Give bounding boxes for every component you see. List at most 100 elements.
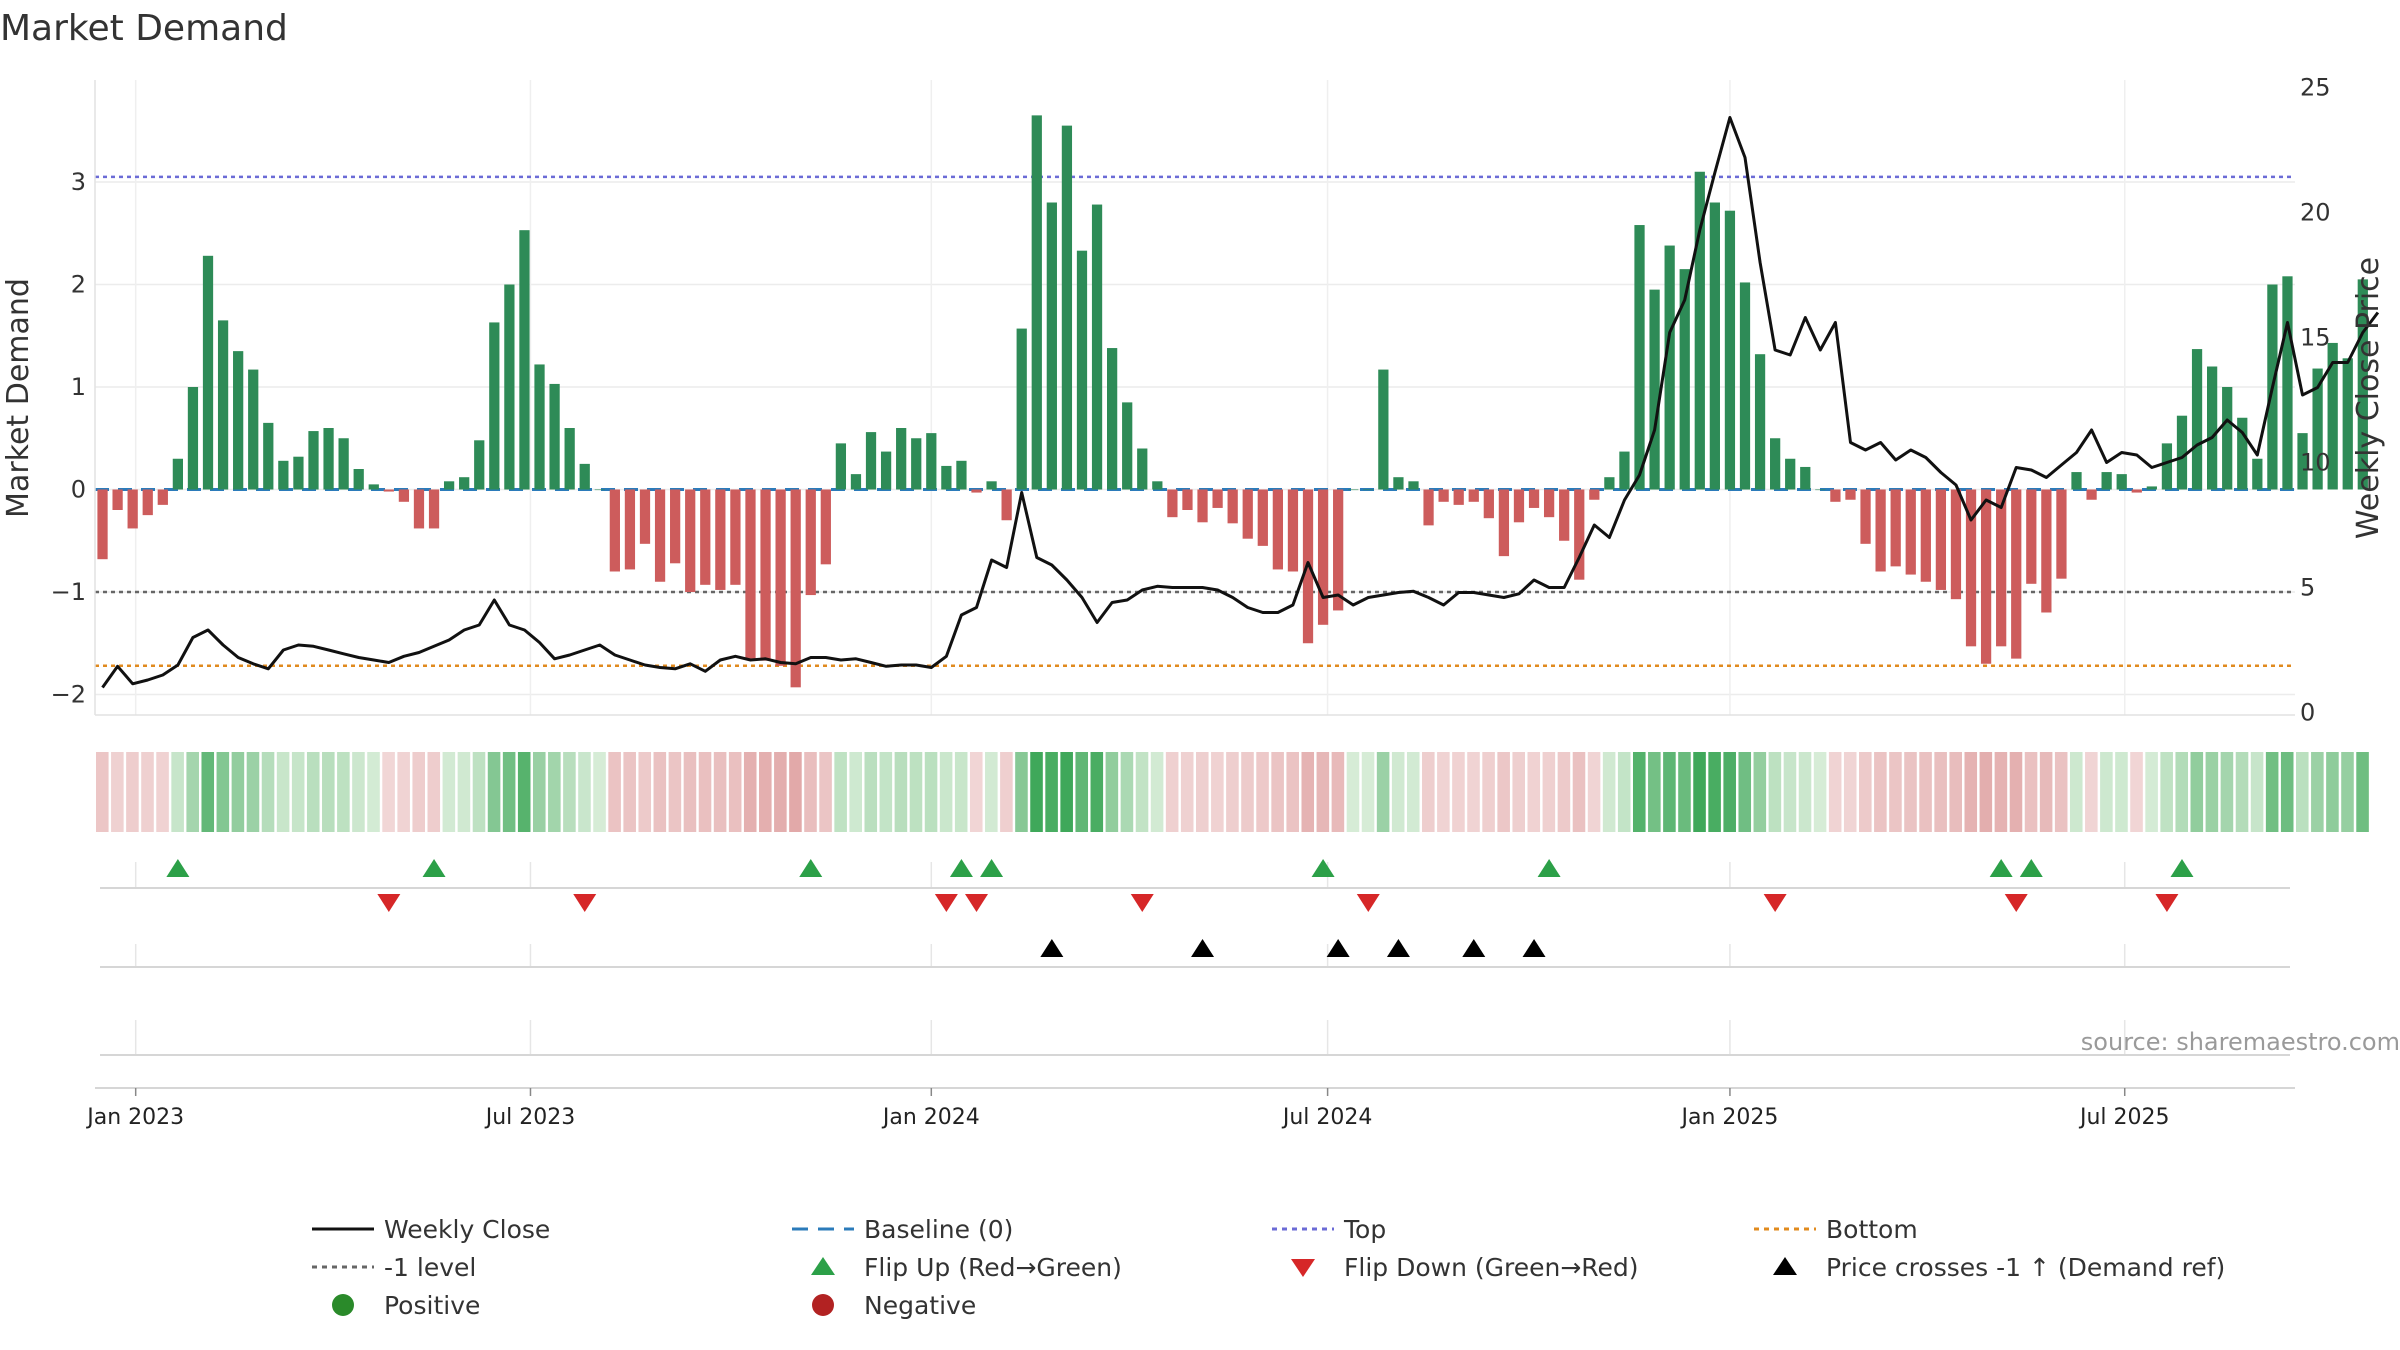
heat-cell	[969, 752, 983, 832]
legend-swatch	[812, 1294, 834, 1316]
legend-swatch	[332, 1294, 354, 1316]
demand-bar	[1016, 328, 1027, 490]
demand-bar	[504, 284, 515, 490]
demand-bar	[685, 489, 696, 592]
demand-bar	[1393, 477, 1404, 490]
level-lines	[95, 175, 2295, 668]
demand-bar	[1920, 489, 1931, 582]
heat-cell	[743, 752, 757, 832]
heat-cell	[608, 752, 621, 832]
heat-cell	[548, 752, 561, 832]
demand-bar	[2327, 342, 2338, 490]
y-tick-left: −1	[51, 578, 86, 606]
heat-cell	[352, 752, 365, 832]
demand-bar	[187, 387, 199, 490]
demand-bar	[413, 489, 425, 529]
demand-bar	[564, 428, 575, 490]
y-tick-left: −2	[51, 681, 86, 709]
heat-cell	[623, 752, 636, 832]
demand-bar	[880, 451, 892, 490]
flip-up-marker	[949, 859, 973, 877]
demand-bar	[1137, 448, 1148, 490]
demand-bar	[1709, 202, 1720, 490]
demand-bar	[2071, 472, 2082, 490]
heat-cell	[1512, 752, 1526, 832]
demand-bar	[1091, 204, 1103, 490]
heat-cell	[1587, 752, 1601, 832]
price-cross-marker	[1191, 939, 1215, 957]
heat-cell	[879, 752, 893, 832]
heat-cell	[1723, 752, 1736, 832]
demand-bar	[233, 351, 244, 490]
heat-cell	[397, 752, 410, 832]
heat-cell	[759, 752, 772, 832]
demand-bar	[700, 489, 711, 585]
legend-item: Flip Down (Green→Red)	[1291, 1253, 1639, 1282]
heat-cell	[1271, 752, 1284, 832]
price-cross-marker	[1522, 939, 1546, 957]
heat-cell	[638, 752, 652, 832]
heat-cell	[1406, 752, 1420, 832]
heat-cell	[1105, 752, 1119, 832]
heat-cell	[1422, 752, 1435, 832]
demand-bar	[1122, 402, 1133, 490]
demand-bar	[1031, 115, 1042, 490]
weekly-close-line	[101, 116, 2380, 689]
legend-item: -1 level	[312, 1253, 476, 1282]
demand-bar	[1363, 489, 1374, 491]
y-tick-right: 20	[2300, 199, 2331, 227]
demand-bar	[1348, 489, 1359, 491]
heat-cell	[367, 752, 380, 832]
demand-bar	[443, 481, 455, 490]
demand-bar	[1770, 438, 1781, 490]
heat-cell	[1768, 752, 1782, 832]
heat-cell	[1376, 752, 1390, 832]
demand-bar	[745, 489, 756, 659]
y-tick-right: 10	[2300, 449, 2331, 477]
y-tick-left: 3	[71, 168, 86, 196]
chart-title: Market Demand	[0, 8, 288, 49]
demand-bar	[2011, 489, 2022, 659]
heat-cell	[1693, 752, 1706, 832]
heat-cell	[2100, 752, 2113, 832]
heat-cell	[186, 752, 199, 832]
heat-cell	[2145, 752, 2158, 832]
demand-bar	[1559, 489, 1570, 541]
heat-cell	[517, 752, 531, 832]
demand-bar	[2191, 349, 2203, 490]
demand-bar	[1227, 489, 1238, 524]
heat-cell	[2039, 752, 2053, 832]
demand-bar	[428, 489, 440, 529]
demand-bar	[775, 489, 786, 666]
x-tick-label: Jan 2024	[881, 1105, 980, 1130]
heat-cell	[563, 752, 576, 832]
heat-cell	[1919, 752, 1932, 832]
demand-bar	[1483, 489, 1494, 519]
demand-bar	[896, 428, 907, 490]
demand-bar	[489, 322, 500, 490]
legend-label: Flip Down (Green→Red)	[1344, 1253, 1639, 1282]
demand-bar	[1980, 489, 1992, 664]
legend-label: -1 level	[384, 1253, 476, 1282]
demand-bar	[1950, 489, 1962, 600]
heat-cell	[1964, 752, 1978, 832]
heat-cell	[1482, 752, 1495, 832]
demand-bar	[2131, 489, 2142, 493]
legend: Weekly Close Baseline (0) Top Bottom -1 leve…	[312, 1215, 2225, 1320]
heat-cell	[1527, 752, 1541, 832]
demand-bar	[911, 438, 922, 490]
y-axis-label-right: Weekly Close Price	[2351, 257, 2386, 539]
heat-cell	[1843, 752, 1857, 832]
demand-bar	[338, 438, 349, 490]
demand-bar	[217, 320, 229, 490]
x-tick-label: Jan 2023	[85, 1105, 184, 1130]
demand-bar	[534, 364, 545, 490]
heat-cell	[2235, 752, 2249, 832]
demand-bar	[248, 369, 259, 490]
flip-down-marker	[377, 894, 401, 912]
heat-cell	[472, 752, 486, 832]
legend-label: Negative	[864, 1291, 976, 1320]
heat-cell	[1211, 752, 1224, 832]
demand-bar	[1724, 210, 1736, 490]
heat-cell	[1060, 752, 1073, 832]
